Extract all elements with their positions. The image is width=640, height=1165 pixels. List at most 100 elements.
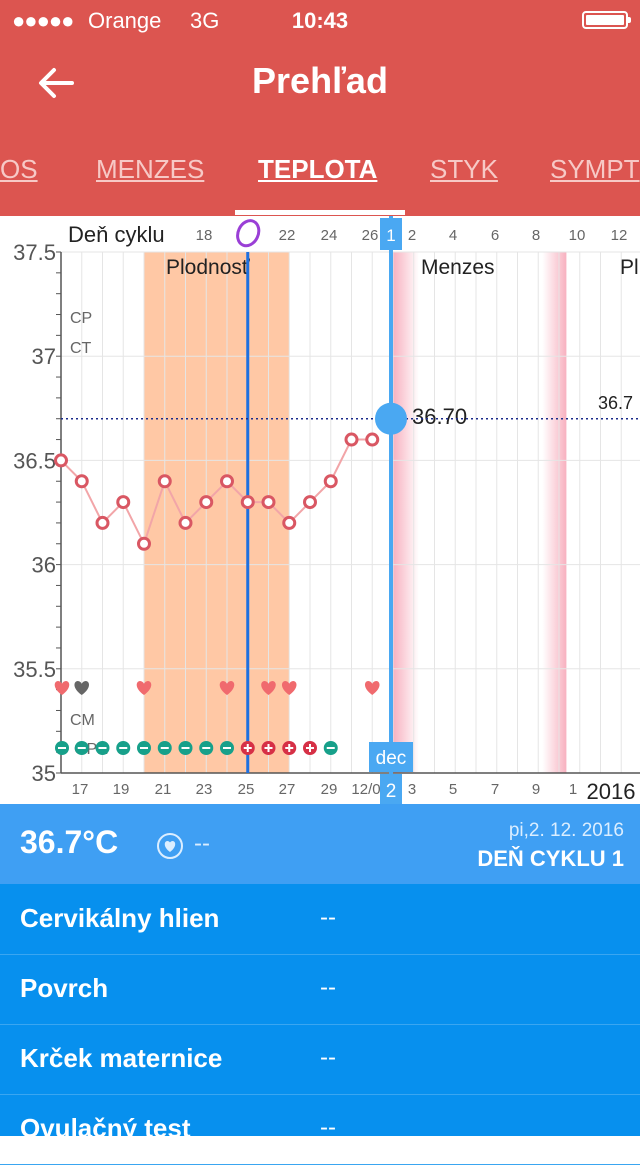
intercourse-heart-icon — [281, 681, 297, 695]
temperature-point — [220, 474, 234, 489]
bottom-tick-label: 17 — [72, 781, 89, 798]
detail-row-cervix[interactable]: Krček maternice -- — [0, 1024, 640, 1095]
bottom-tick-label: 3 — [408, 781, 416, 798]
temperature-point — [240, 495, 255, 510]
tab-sympt[interactable]: SYMPT — [550, 154, 640, 184]
detail-value: -- — [320, 974, 336, 1001]
temperature-chart[interactable]: 37.5 37 36.5 36 35.5 35 18 22 24 26 2 4 6 8 10 12 17 19 21… — [0, 216, 640, 804]
opk-positive-plus — [285, 744, 294, 752]
detail-value: -- — [320, 904, 336, 931]
side-label-ct: CT — [70, 340, 92, 357]
temperature-point — [54, 453, 68, 468]
y-tick-label: 35.5 — [13, 657, 56, 682]
top-tick-label: 26 — [362, 227, 379, 244]
phase-label-fertile-next: Pl — [620, 256, 639, 279]
phase-label-menses: Menzes — [421, 256, 495, 279]
tab-os[interactable]: OS — [0, 154, 38, 184]
selected-cycle-day: DEŇ CYKLU 1 — [477, 846, 624, 871]
threshold-value-label: 36.70 — [412, 404, 467, 429]
side-label-cp: CP — [70, 310, 92, 327]
back-button[interactable] — [32, 60, 82, 106]
signal-strength-icon: ●●●●● — [12, 8, 74, 33]
y-tick-label: 36.5 — [13, 448, 56, 473]
current-date-label: 2 — [386, 781, 397, 802]
tab-teplota[interactable]: TEPLOTA — [258, 154, 378, 184]
status-bar: ●●●●● Orange 3G 10:43 — [0, 0, 640, 40]
top-tick-label: 10 — [569, 227, 586, 244]
y-tick-label: 37.5 — [13, 240, 56, 265]
y-tick-label: 37 — [32, 344, 56, 369]
detail-row-ovulation-test[interactable]: Ovulačný test -- — [0, 1094, 640, 1165]
detail-label: Ovulačný test — [20, 1113, 191, 1143]
detail-label: Cervikálny hlien — [20, 903, 220, 933]
bottom-tick-label: 29 — [321, 781, 338, 798]
phase-label-fertile: Plodnosť — [166, 256, 251, 279]
side-label-cm: CM — [70, 712, 95, 729]
bottom-tick-label: 9 — [532, 781, 540, 798]
opk-positive-plus — [264, 744, 273, 752]
bottom-tick-label: 1 — [569, 781, 577, 798]
detail-row-cervical-mucus[interactable]: Cervikálny hlien -- — [0, 884, 640, 955]
tab-bar: OS MENZES TEPLOTA STYK SYMPT — [0, 150, 640, 196]
bottom-tick-label: 27 — [279, 781, 296, 798]
intercourse-heart-icon — [136, 681, 152, 695]
threshold-right-label: 36.7 — [598, 393, 633, 413]
top-tick-label: 4 — [449, 227, 457, 244]
tab-styk[interactable]: STYK — [430, 154, 498, 184]
bottom-tick-label: 21 — [155, 781, 172, 798]
carrier-name: Orange — [88, 8, 162, 33]
bottom-tick-label: 23 — [196, 781, 213, 798]
temperature-point — [95, 515, 110, 530]
opk-positive-plus — [243, 744, 252, 752]
current-cycle-day-label: 1 — [386, 226, 395, 245]
menses-band-end — [542, 252, 567, 773]
month-label: dec — [376, 748, 407, 769]
temperature-line — [60, 438, 373, 547]
detail-label: Povrch — [20, 973, 109, 1003]
temperature-point — [178, 515, 193, 530]
intercourse-heart-icon — [74, 681, 90, 695]
fertile-window-band — [144, 252, 290, 773]
top-axis-label: Deň cyklu — [68, 222, 165, 247]
month-badge — [369, 742, 413, 772]
network-type: 3G — [190, 8, 220, 33]
temperature-point — [323, 474, 338, 489]
top-tick-label: 2 — [408, 227, 416, 244]
detail-label: Krček maternice — [20, 1043, 223, 1073]
temperature-point — [282, 515, 297, 530]
detail-value: -- — [320, 1114, 336, 1141]
temperature-point — [116, 495, 131, 510]
temperature-point — [137, 536, 151, 551]
detail-row-surface[interactable]: Povrch -- — [0, 954, 640, 1025]
selected-temperature: 36.7°C — [20, 824, 119, 860]
intercourse-heart-icon — [261, 681, 276, 695]
temperature-point — [365, 432, 380, 447]
top-tick-label: 12 — [611, 227, 628, 244]
opk-positive-plus — [306, 744, 314, 752]
tab-menzes[interactable]: MENZES — [96, 154, 205, 184]
summary-note: -- — [194, 830, 210, 857]
top-tick-label: 24 — [321, 227, 338, 244]
y-tick-label: 35 — [32, 761, 56, 786]
bottom-tick-label: 19 — [113, 781, 130, 798]
app-header: ●●●●● Orange 3G 10:43 Prehľad OS MENZES … — [0, 0, 640, 216]
intercourse-heart-icon — [54, 681, 70, 695]
active-tab-indicator — [235, 210, 405, 215]
heart-icon[interactable] — [156, 832, 184, 860]
temperature-point — [199, 495, 214, 510]
temperature-point — [157, 474, 172, 489]
day-summary-bar: 36.7°C -- pi,2. 12. 2016 DEŇ CYKLU 1 — [0, 804, 640, 884]
status-time: 10:43 — [291, 8, 349, 33]
page-title: Prehľad — [252, 60, 388, 101]
top-tick-label: 6 — [491, 227, 499, 244]
day-detail-list: Cervikálny hlien -- Povrch -- Krček mate… — [0, 884, 640, 1165]
selected-date: pi,2. 12. 2016 — [508, 820, 624, 841]
temperature-point — [261, 495, 276, 510]
arrow-left-icon — [39, 68, 74, 98]
selected-temperature-point — [375, 402, 407, 435]
bottom-tick-label: 25 — [238, 781, 255, 798]
menses-band-start — [393, 252, 419, 773]
y-tick-label: 36 — [32, 553, 56, 578]
ovulation-marker-icon — [236, 219, 261, 248]
